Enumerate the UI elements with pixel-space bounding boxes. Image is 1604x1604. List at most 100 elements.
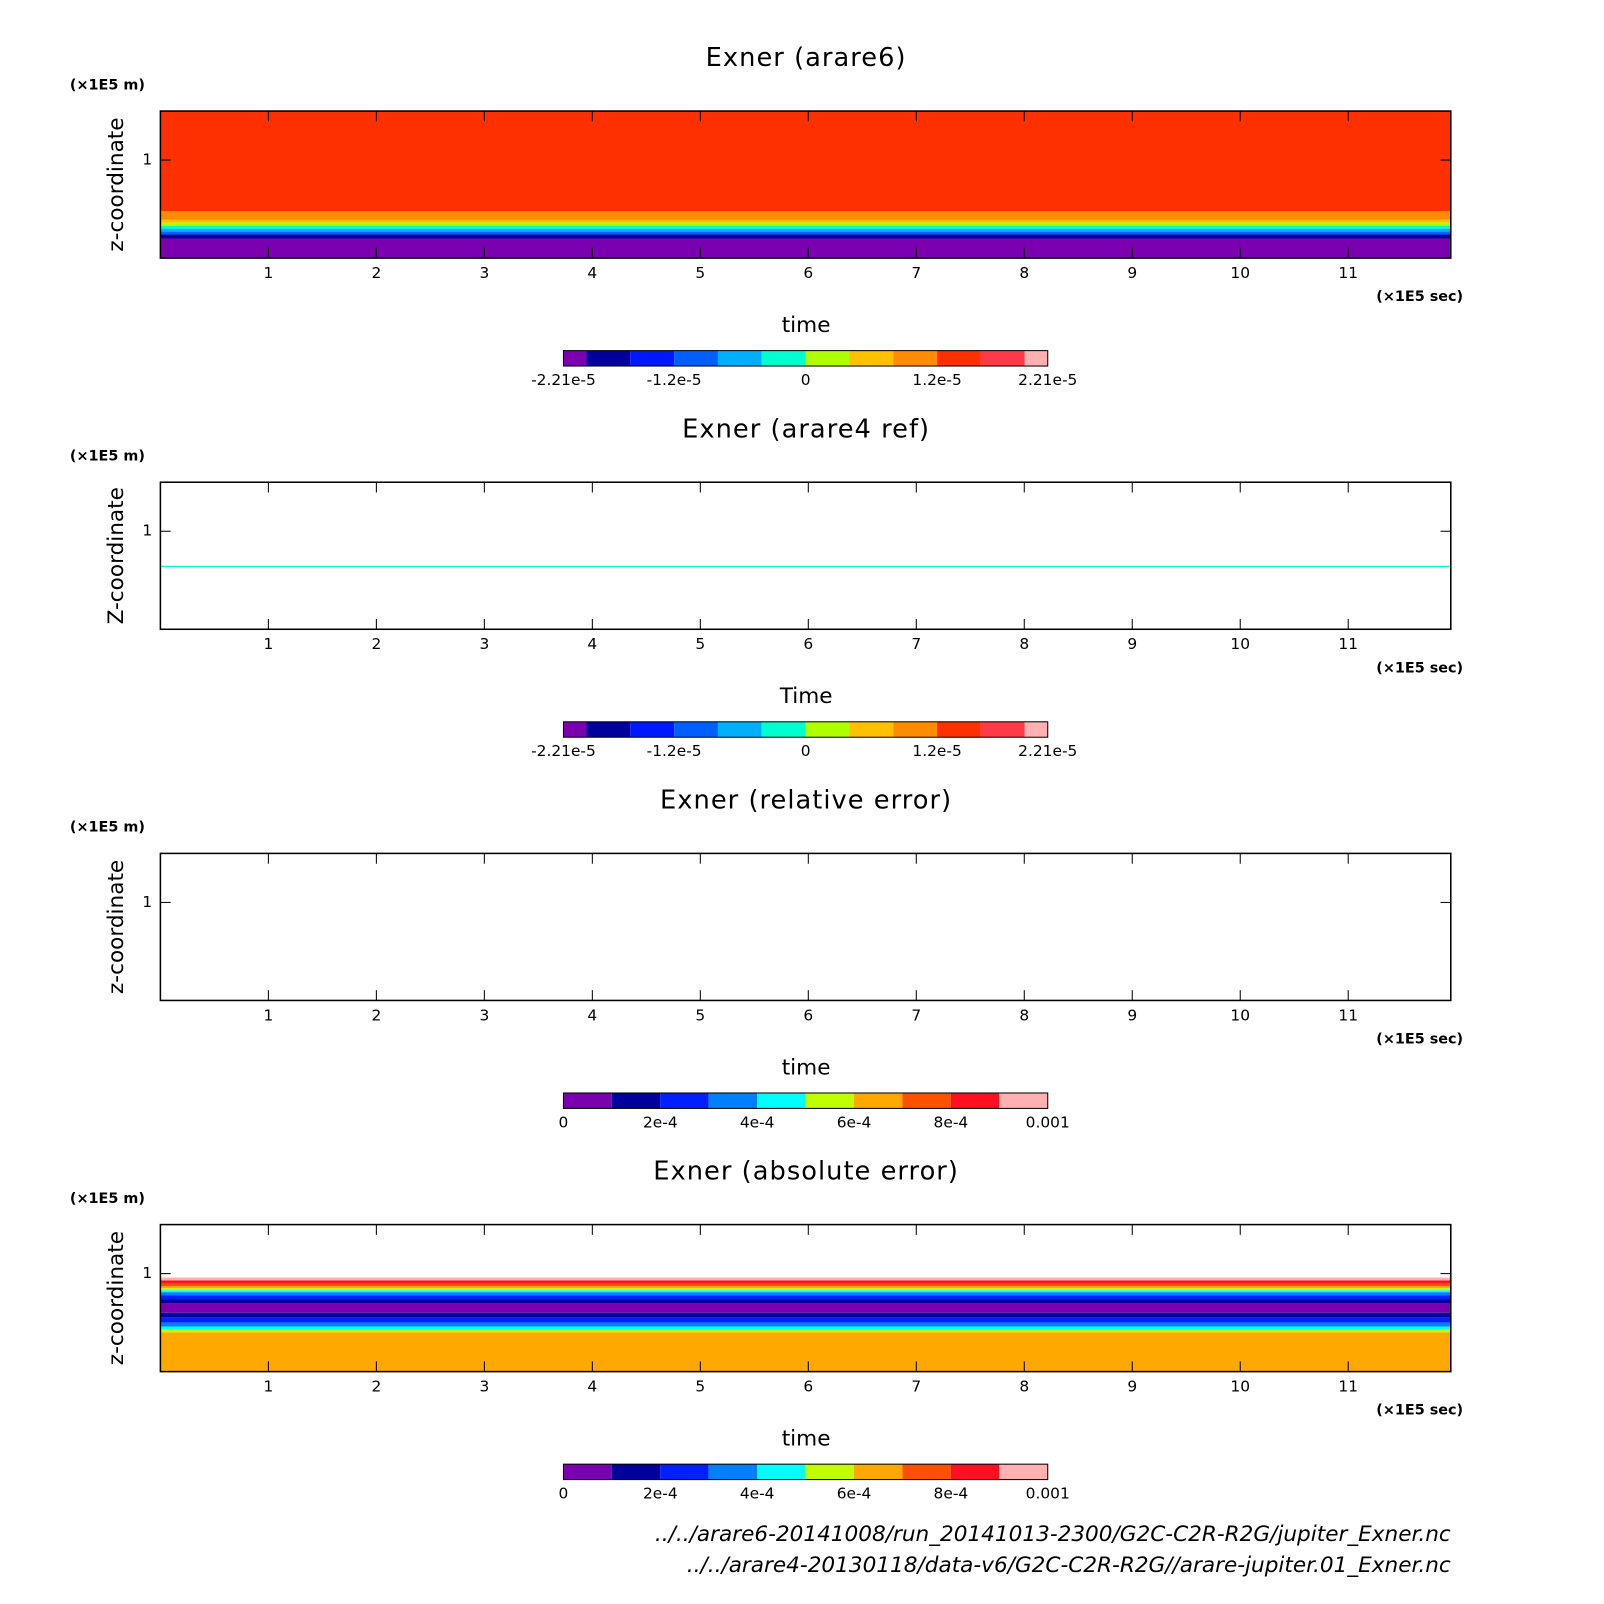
y-axis-label: z-coordinate — [104, 860, 129, 994]
x-tick-label: 4 — [587, 635, 597, 653]
contour-band — [160, 234, 1451, 239]
x-tick-label: 4 — [587, 1006, 597, 1024]
plot-frame — [159, 1223, 1452, 1373]
x-tick-label: 4 — [587, 264, 597, 282]
x-tick-label: 6 — [803, 1006, 813, 1024]
colorbar-swatch — [937, 350, 981, 367]
x-axis-label: time — [782, 1055, 831, 1080]
colorbar-tick-label: 0 — [801, 371, 811, 389]
colorbar-swatch — [708, 1464, 758, 1480]
y-axis-label: Z-coordinate — [104, 487, 129, 624]
x-tick-label: 5 — [695, 1378, 705, 1396]
x-tick-label: 7 — [911, 635, 921, 653]
chart-title: Exner (arare4 ref) — [682, 414, 930, 444]
x-tick-label: 2 — [371, 1378, 381, 1396]
contour-band — [160, 1277, 1451, 1281]
y-tick-label: 1 — [142, 522, 152, 540]
colorbar-swatch — [630, 350, 675, 367]
colorbar-swatch — [630, 721, 675, 738]
colorbar-swatch — [849, 350, 894, 367]
colorbar-swatch — [563, 1464, 612, 1480]
x-tick-label: 10 — [1230, 264, 1250, 282]
footer-path: ../../arare4-20130118/data-v6/G2C-C2R-R2… — [687, 1553, 1451, 1578]
colorbar-swatch — [950, 1464, 1000, 1480]
x-axis-label: time — [782, 313, 831, 338]
y-tick-label: 1 — [142, 893, 152, 911]
x-tick-label: 9 — [1127, 635, 1137, 653]
colorbar-swatch — [1024, 721, 1048, 738]
x-tick-label: 7 — [911, 264, 921, 282]
plot-frame — [159, 110, 1452, 259]
colorbar-swatch — [717, 350, 762, 367]
contour-band — [160, 1326, 1451, 1330]
x-tick-label: 11 — [1338, 264, 1358, 282]
y-unit: (×1E5 m) — [70, 77, 145, 93]
contour-band — [160, 1280, 1451, 1284]
x-tick-label: 2 — [371, 264, 381, 282]
colorbar-frame — [562, 721, 1049, 738]
y-tick-label: 1 — [142, 1264, 152, 1282]
chart-title: Exner (relative error) — [660, 785, 952, 815]
contour-band — [160, 1290, 1451, 1293]
y-unit: (×1E5 m) — [70, 820, 145, 836]
x-tick-label: 8 — [1019, 264, 1029, 282]
contour-band — [160, 1295, 1451, 1300]
colorbar-swatch — [563, 1092, 612, 1109]
colorbar-tick-label: 0 — [559, 1113, 569, 1131]
colorbar-swatch — [611, 1464, 661, 1480]
colorbar-swatch — [563, 721, 587, 738]
x-tick-label: 3 — [479, 635, 489, 653]
footer-path: ../../arare6-20141008/run_20141013-2300/… — [655, 1522, 1451, 1547]
y-unit: (×1E5 m) — [70, 1191, 145, 1207]
contour-band — [160, 1303, 1451, 1313]
colorbar-swatch — [660, 1464, 709, 1480]
x-tick-label: 8 — [1019, 635, 1029, 653]
contour-band — [160, 1329, 1451, 1333]
colorbar-tick-label: -1.2e-5 — [647, 742, 702, 760]
colorbar-frame — [562, 1092, 1049, 1109]
chart-title: Exner (absolute error) — [653, 1157, 959, 1187]
colorbar-swatch — [674, 721, 718, 738]
colorbar-swatch — [999, 1464, 1048, 1480]
colorbar-swatch — [757, 1092, 806, 1109]
x-tick-label: 4 — [587, 1378, 597, 1396]
colorbar-swatch — [708, 1092, 758, 1109]
contour-band — [160, 1317, 1451, 1323]
colorbar-swatch — [761, 350, 806, 367]
x-tick-label: 7 — [911, 1006, 921, 1024]
x-tick-label: 1 — [263, 264, 273, 282]
colorbar-swatch — [660, 1092, 709, 1109]
colorbar-swatch — [586, 350, 631, 367]
x-tick-label: 1 — [263, 1378, 273, 1396]
x-tick-label: 10 — [1230, 635, 1250, 653]
colorbar-swatch — [893, 350, 938, 367]
contour-band — [160, 1322, 1451, 1327]
contour-band — [160, 211, 1451, 220]
x-tick-label: 11 — [1338, 1378, 1358, 1396]
colorbar-swatch — [854, 1092, 903, 1109]
x-tick-label: 6 — [803, 635, 813, 653]
x-tick-label: 6 — [803, 1378, 813, 1396]
colorbar-tick-label: 0 — [801, 742, 811, 760]
colorbar-swatch — [950, 1092, 1000, 1109]
x-tick-label: 3 — [479, 1006, 489, 1024]
colorbar-swatch — [902, 1092, 951, 1109]
contour-band — [160, 231, 1451, 235]
colorbar-tick-label: 2e-4 — [643, 1484, 678, 1502]
colorbar-tick-label: 0.001 — [1026, 1484, 1070, 1502]
contour-band — [160, 1299, 1451, 1304]
colorbar-swatch — [757, 1464, 806, 1480]
x-tick-label: 10 — [1230, 1378, 1250, 1396]
x-tick-label: 5 — [695, 264, 705, 282]
contour-band — [160, 111, 1451, 212]
x-unit: (×1E5 sec) — [1376, 660, 1463, 676]
x-tick-label: 3 — [479, 264, 489, 282]
colorbar-tick-label: 8e-4 — [934, 1484, 969, 1502]
colorbar-frame — [562, 1463, 1049, 1481]
colorbar-tick-label: 4e-4 — [740, 1113, 775, 1131]
x-tick-label: 8 — [1019, 1006, 1029, 1024]
colorbar-swatch — [805, 721, 850, 738]
x-tick-label: 1 — [263, 635, 273, 653]
colorbar-swatch — [980, 350, 1025, 367]
colorbar-tick-label: 0.001 — [1026, 1113, 1070, 1131]
